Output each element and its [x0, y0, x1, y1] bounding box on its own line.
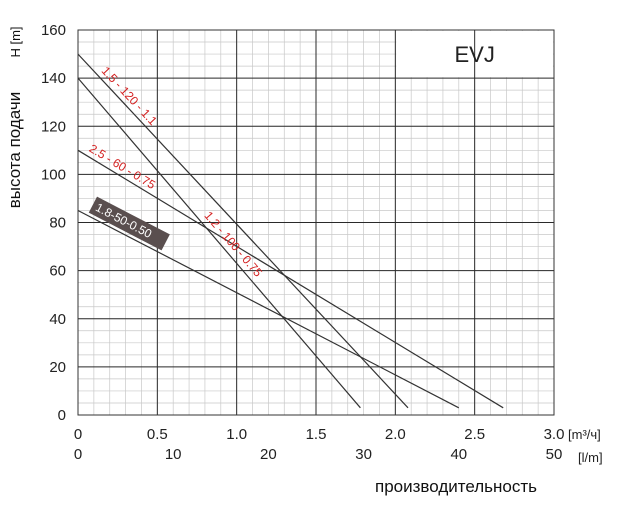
x-tick-label-lmin: 50: [546, 446, 563, 463]
curve-label-group: 2.5 - 60 - 0.75: [87, 141, 158, 192]
y-tick-labels: 0 20 40 60 80 100 120 140 160: [41, 22, 66, 424]
y-tick-label: 40: [49, 311, 66, 328]
curve-label-badge: [88, 196, 170, 251]
x-tick-label: 0: [74, 426, 82, 443]
x-tick-label: 1.5: [306, 426, 327, 443]
curve-label: 1.5 - 120 - 1.1: [99, 64, 160, 128]
y-axis-label: высота подачи: [5, 92, 24, 208]
chart-title: EVJ: [454, 42, 494, 67]
x-tick-label: 2.0: [385, 426, 406, 443]
x-tick-label-lmin: 30: [355, 446, 372, 463]
x-tick-label: 2.5: [464, 426, 485, 443]
x-tick-labels-lmin: 0 10 20 30 40 50: [74, 446, 563, 463]
plot-frame: [77, 29, 555, 416]
y-tick-label: 100: [41, 166, 66, 183]
x-tick-labels-m3h: 0 0.5 1.0 1.5 2.0 2.5 3.0: [74, 426, 565, 443]
y-tick-label: 60: [49, 263, 66, 280]
y-tick-label: 140: [41, 70, 66, 87]
curve-label-group: 1.5 - 120 - 1.1: [99, 64, 160, 128]
x-tick-label-lmin: 40: [450, 446, 467, 463]
major-grid: [77, 29, 555, 416]
pump-curve-line: [77, 77, 361, 409]
x-tick-label: 3.0: [544, 426, 565, 443]
y-tick-label: 160: [41, 22, 66, 39]
x-unit-m3h: [m³/ч]: [568, 427, 601, 442]
y-tick-label: 0: [58, 407, 66, 424]
y-tick-label: 120: [41, 118, 66, 135]
pump-curve-line: [77, 53, 409, 409]
y-tick-label: 20: [49, 359, 66, 376]
y-axis-unit: H [m]: [8, 26, 23, 57]
pump-curves: [77, 53, 504, 409]
pump-curve-line: [77, 209, 460, 409]
pump-curve-line: [77, 149, 504, 409]
x-tick-label-lmin: 10: [165, 446, 182, 463]
x-axis-label: производительность: [375, 477, 537, 496]
x-unit-lmin: [l/m]: [578, 450, 603, 465]
x-tick-label-lmin: 0: [74, 446, 82, 463]
x-tick-label: 1.0: [226, 426, 247, 443]
curve-label: 2.5 - 60 - 0.75: [87, 141, 158, 192]
x-tick-label-lmin: 20: [260, 446, 277, 463]
y-tick-label: 80: [49, 215, 66, 232]
x-tick-label: 0.5: [147, 426, 168, 443]
curve-label: 1.8-50-0.50: [93, 200, 154, 241]
